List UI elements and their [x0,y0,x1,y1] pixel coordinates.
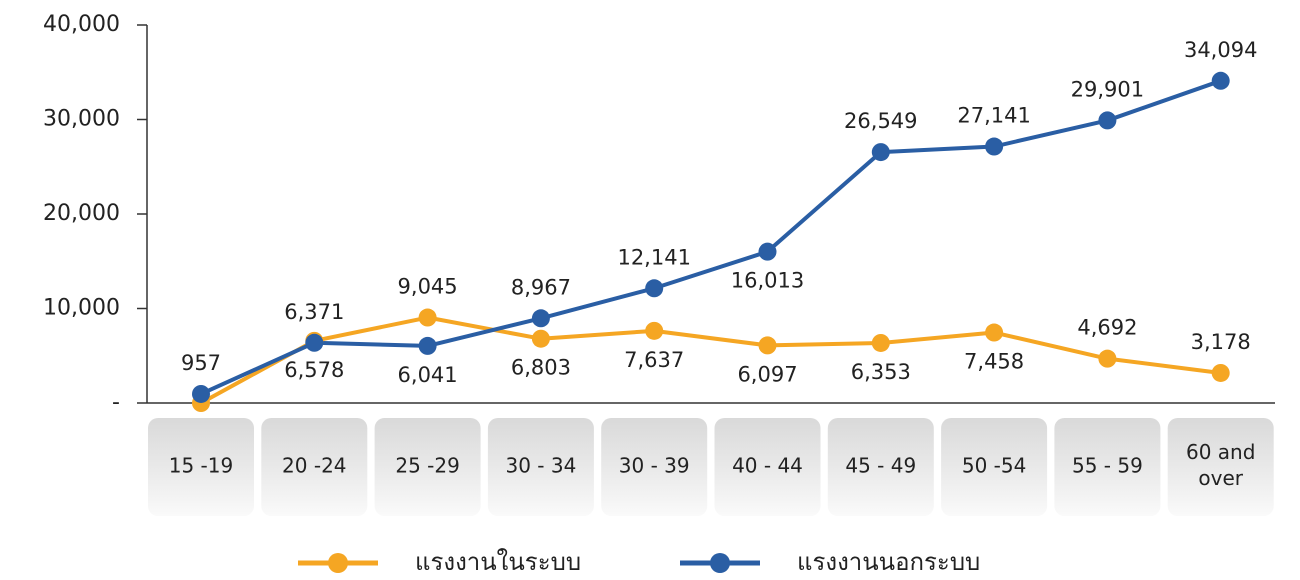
data-label: 3,178 [1191,330,1251,354]
data-label: 29,901 [1071,77,1144,101]
x-tick-label: 60 and over [1186,440,1255,490]
data-label: 6,097 [737,362,797,386]
data-label: 9,045 [398,275,458,299]
x-tick-label: 25 -29 [395,454,459,478]
data-point [645,279,664,298]
category-bg [148,418,254,516]
y-tick-label: - [112,390,120,415]
data-point [305,333,324,352]
category-box: 60 and over [1167,418,1274,516]
legend-marker [710,553,730,573]
legend-label: แรงงานนอกระบบ [797,548,980,576]
category-bg [714,418,821,516]
x-tick-label: 30 - 39 [619,454,690,478]
data-label: 6,041 [398,363,458,387]
x-tick-label: 45 - 49 [845,454,916,478]
category-box: 20 -24 [261,418,368,516]
data-point [1098,111,1117,130]
series-line [200,78,1222,396]
category-box: 30 - 34 [487,418,594,516]
category-bg [1054,418,1161,516]
data-point [871,333,890,352]
data-label: 16,013 [731,269,804,293]
category-bg [827,418,934,516]
data-label: 26,549 [844,109,917,133]
category-box: 55 - 59 [1054,418,1161,516]
data-point [985,137,1004,156]
x-tick-label: 50 -54 [962,454,1026,478]
category-box: 50 -54 [941,418,1048,516]
data-label: 6,353 [851,360,911,384]
data-label: 6,578 [284,358,344,382]
y-tick-label: 40,000 [43,12,120,37]
data-label: 34,094 [1184,38,1257,62]
x-tick-label: 40 - 44 [732,454,803,478]
data-point [758,242,777,261]
category-box: 40 - 44 [714,418,821,516]
data-point [1211,363,1230,382]
data-label: 6,371 [284,300,344,324]
data-point [531,309,550,328]
category-bg [487,418,594,516]
data-point [645,321,664,340]
category-box: 15 -19 [148,418,254,516]
data-label: 7,637 [624,348,684,372]
x-tick-label: 30 - 34 [505,454,576,478]
data-point [1211,71,1230,90]
y-tick-label: 10,000 [43,296,120,321]
legend-label: แรงงานในระบบ [415,548,581,576]
data-point [418,308,437,327]
category-bg [261,418,368,516]
legend-marker [328,553,348,573]
x-tick-label: 20 -24 [282,454,346,478]
category-box: 30 - 39 [601,418,708,516]
category-bg [601,418,708,516]
category-bg [374,418,481,516]
data-label: 7,458 [964,350,1024,374]
category-box: 45 - 49 [827,418,934,516]
data-label: 4,692 [1077,316,1137,340]
data-point [871,143,890,162]
x-tick-label: 15 -19 [169,454,233,478]
category-bg [1167,418,1274,516]
series-line [200,315,1221,405]
data-point [531,329,550,348]
data-point [758,336,777,355]
data-label: 6,803 [511,356,571,380]
data-point [985,323,1004,342]
x-tick-label: 55 - 59 [1072,454,1143,478]
category-box: 25 -29 [374,418,481,516]
data-label: 8,967 [511,275,571,299]
y-tick-label: 30,000 [43,107,120,132]
data-label: 27,141 [957,104,1030,128]
data-point [192,384,210,403]
data-point [1098,349,1117,368]
data-label: 12,141 [617,245,690,269]
y-tick-label: 20,000 [43,201,120,226]
data-point [418,336,437,355]
data-label: 957 [181,351,221,375]
category-bg [941,418,1048,516]
